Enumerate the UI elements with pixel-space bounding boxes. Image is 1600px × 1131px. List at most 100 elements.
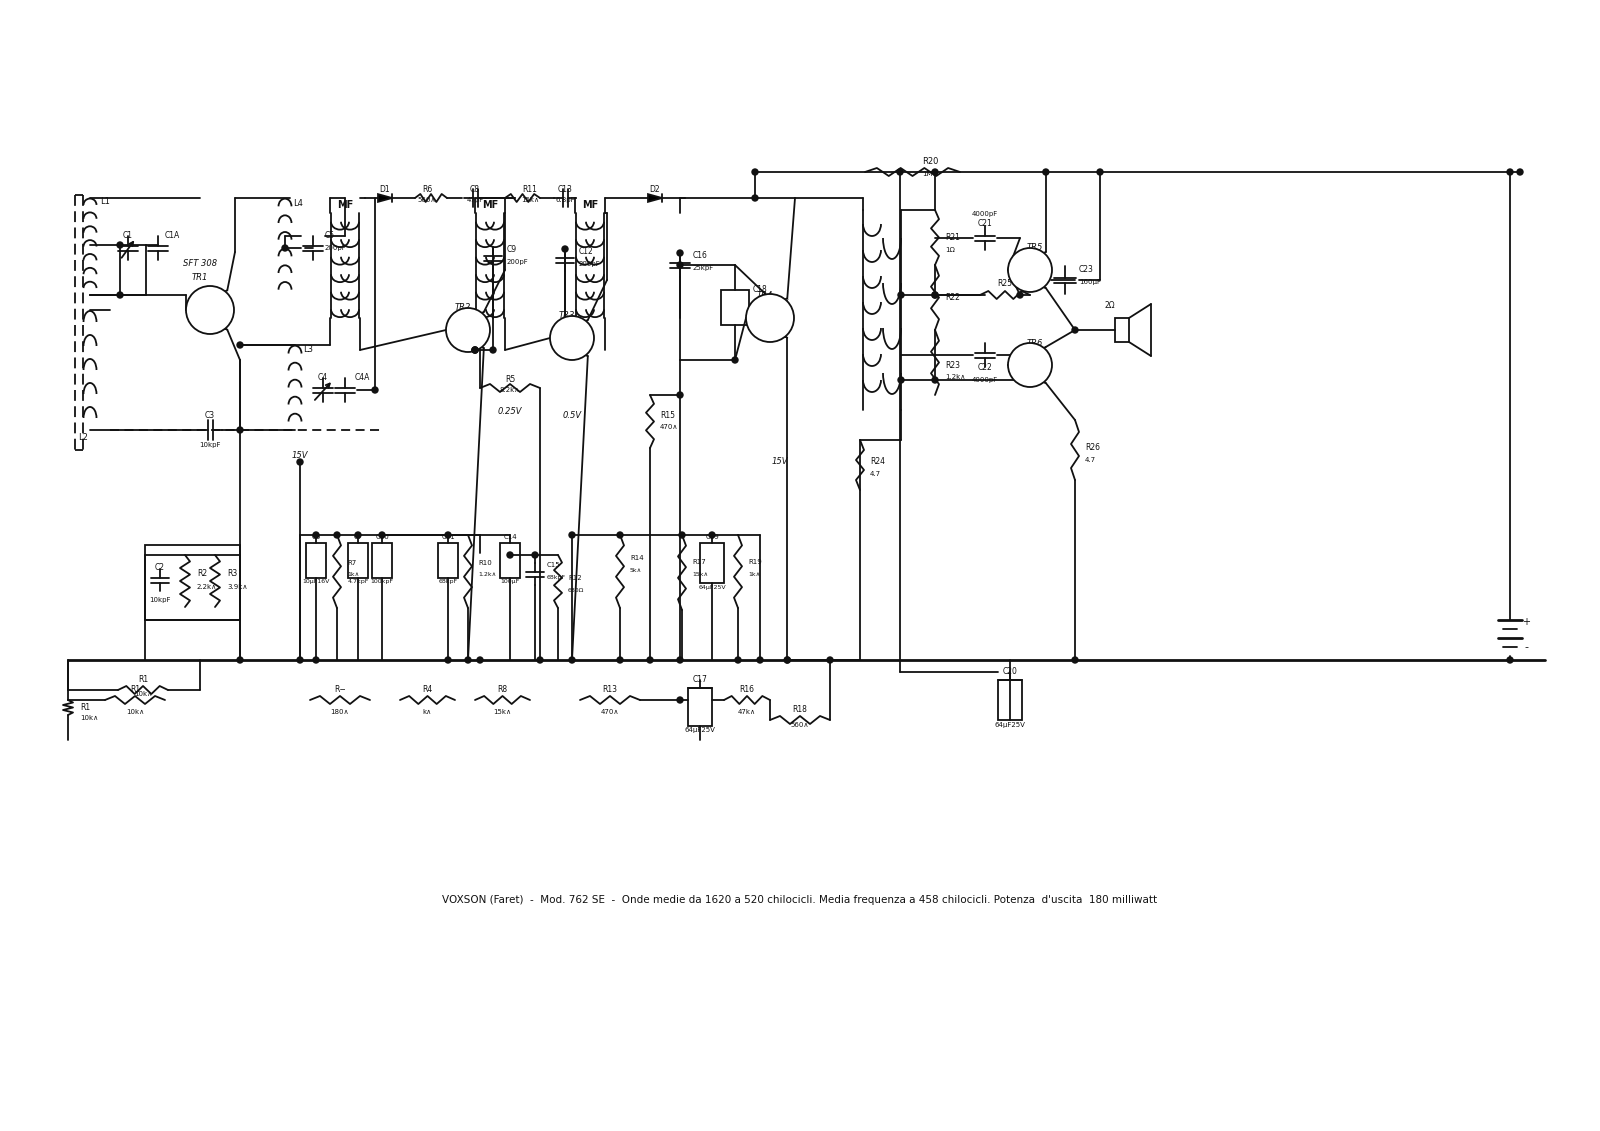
Circle shape [1043, 169, 1050, 175]
Text: D1: D1 [379, 185, 390, 195]
Text: 10kpF: 10kpF [200, 442, 221, 448]
Text: C14: C14 [502, 534, 517, 539]
Circle shape [784, 657, 790, 663]
Circle shape [898, 292, 904, 297]
Text: R26: R26 [1085, 443, 1101, 452]
Text: C19: C19 [706, 534, 718, 539]
Circle shape [298, 459, 302, 465]
Text: 200pF: 200pF [579, 261, 600, 267]
Text: 0.5V: 0.5V [563, 411, 581, 420]
Circle shape [550, 316, 594, 360]
Bar [998, 680, 1022, 720]
Text: R20: R20 [922, 157, 938, 166]
Text: C3: C3 [205, 411, 214, 420]
Circle shape [734, 657, 741, 663]
Text: C8: C8 [470, 185, 480, 195]
Text: TR3: TR3 [558, 311, 574, 320]
Circle shape [1008, 343, 1053, 387]
Bar [688, 688, 712, 726]
Polygon shape [648, 195, 662, 201]
Text: C17: C17 [693, 675, 707, 684]
Text: R23: R23 [946, 361, 960, 370]
Circle shape [472, 347, 478, 353]
Circle shape [562, 247, 568, 252]
Text: C10: C10 [374, 534, 389, 539]
Text: 200pF: 200pF [325, 245, 347, 251]
Text: 64μF25V: 64μF25V [698, 586, 726, 590]
Text: C4A: C4A [355, 372, 370, 381]
Text: 68kpF: 68kpF [438, 579, 458, 585]
Text: R12: R12 [568, 575, 582, 581]
Text: R1: R1 [80, 702, 90, 711]
Circle shape [477, 657, 483, 663]
Text: R13: R13 [603, 685, 618, 694]
Text: C23: C23 [1078, 266, 1094, 275]
Circle shape [898, 377, 904, 383]
Text: 3.9k∧: 3.9k∧ [227, 584, 248, 590]
Circle shape [282, 245, 288, 251]
Text: 47pF: 47pF [466, 197, 483, 202]
Text: 1M∧: 1M∧ [922, 171, 938, 176]
Circle shape [618, 657, 622, 663]
Text: VOXSON (Faret)  -  Mod. 762 SE  -  Onde medie da 1620 a 520 chilocicli. Media fr: VOXSON (Faret) - Mod. 762 SE - Onde medi… [443, 895, 1157, 905]
Text: 470∧: 470∧ [600, 709, 619, 715]
Text: 5k∧: 5k∧ [630, 568, 642, 572]
Text: C12: C12 [579, 248, 594, 257]
Circle shape [490, 347, 496, 353]
Bar [722, 290, 749, 325]
Text: 6.8pF: 6.8pF [555, 197, 574, 202]
Text: TR4: TR4 [757, 291, 773, 300]
Text: 200pF: 200pF [507, 259, 528, 265]
Circle shape [186, 286, 234, 334]
Text: R10: R10 [478, 560, 491, 566]
Text: 15V: 15V [291, 450, 309, 459]
Text: 560∧: 560∧ [790, 722, 810, 728]
Circle shape [1517, 169, 1523, 175]
Text: 10k∧: 10k∧ [80, 715, 98, 720]
Circle shape [334, 532, 339, 538]
Circle shape [445, 657, 451, 663]
Circle shape [752, 195, 758, 201]
Circle shape [827, 657, 834, 663]
Circle shape [472, 347, 478, 353]
Text: R15: R15 [661, 411, 675, 420]
Circle shape [507, 552, 514, 558]
Circle shape [237, 342, 243, 348]
Text: 2.2k∧: 2.2k∧ [197, 584, 218, 590]
Text: 680Ω: 680Ω [568, 587, 584, 593]
Text: C4: C4 [318, 372, 328, 381]
Circle shape [678, 532, 685, 538]
Text: 4.7kpF: 4.7kpF [347, 579, 368, 585]
Text: C13: C13 [557, 185, 573, 195]
Circle shape [379, 532, 386, 538]
Bar [146, 545, 240, 620]
Text: R−: R− [334, 685, 346, 694]
Circle shape [1018, 292, 1022, 297]
Circle shape [733, 357, 738, 363]
Text: C22: C22 [978, 363, 992, 372]
Text: R1: R1 [138, 675, 149, 684]
Text: 68kpF: 68kpF [547, 575, 566, 579]
Circle shape [1507, 657, 1514, 663]
Text: 1k∧: 1k∧ [347, 572, 360, 578]
Circle shape [646, 657, 653, 663]
Text: L2: L2 [78, 433, 88, 442]
Text: MF: MF [338, 200, 354, 210]
Text: L3: L3 [302, 345, 314, 354]
Bar [499, 543, 520, 578]
Text: R16: R16 [739, 685, 755, 694]
Text: k∧: k∧ [422, 709, 432, 715]
Circle shape [931, 292, 938, 297]
Circle shape [466, 657, 470, 663]
Text: R22: R22 [946, 294, 960, 302]
Text: 1Ω: 1Ω [946, 247, 955, 253]
Circle shape [677, 657, 683, 663]
Text: 10k∧: 10k∧ [126, 709, 144, 715]
Polygon shape [378, 195, 392, 201]
Text: 15k∧: 15k∧ [522, 197, 539, 202]
Text: C6: C6 [312, 534, 320, 539]
Circle shape [531, 552, 538, 558]
Circle shape [931, 169, 938, 175]
Text: TR1: TR1 [192, 274, 208, 283]
Circle shape [1072, 657, 1078, 663]
